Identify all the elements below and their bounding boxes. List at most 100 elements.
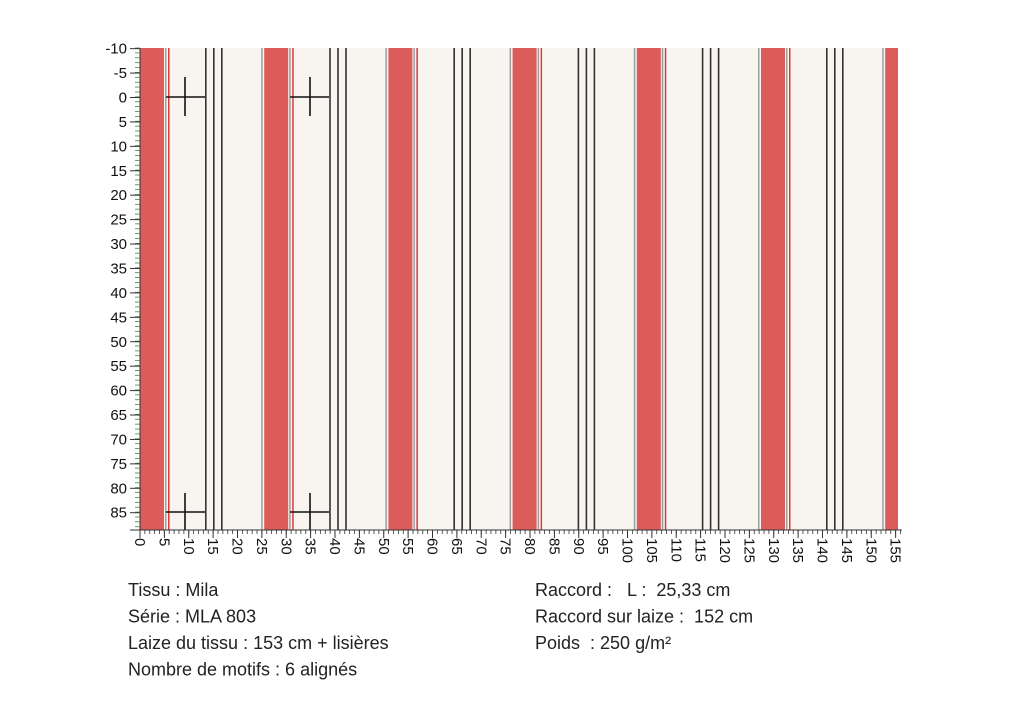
ruler-label: 85 xyxy=(545,538,562,555)
info-line: Série : MLA 803 xyxy=(128,607,256,627)
ruler-label: 40 xyxy=(326,538,343,555)
grey-line xyxy=(633,48,636,530)
info-line: Tissu : Mila xyxy=(128,580,219,600)
black-line xyxy=(826,48,828,530)
ruler-label: 75 xyxy=(110,456,127,473)
black-line xyxy=(221,48,223,530)
ruler-label: 5 xyxy=(119,114,127,131)
red-stripe xyxy=(264,48,289,530)
info-line: Laize du tissu : 153 cm + lisières xyxy=(128,633,389,653)
red-stripe xyxy=(885,48,898,530)
thin-red-line xyxy=(292,48,294,530)
thin-red-line xyxy=(416,48,418,530)
ruler-label: 140 xyxy=(814,538,831,563)
ruler-label: 20 xyxy=(229,538,246,555)
ruler-label: 10 xyxy=(180,538,197,555)
black-line xyxy=(469,48,471,530)
ruler-label: 30 xyxy=(110,236,127,253)
fabric-swatch xyxy=(140,48,898,530)
ruler-label: 95 xyxy=(594,538,611,555)
ruler-label: 5 xyxy=(155,538,172,546)
ruler-label: 150 xyxy=(862,538,879,563)
ruler-label: 60 xyxy=(424,538,441,555)
ruler-label: -5 xyxy=(114,65,127,82)
thin-red-line xyxy=(789,48,791,530)
grey-line xyxy=(413,48,415,530)
ruler-label: 10 xyxy=(110,138,127,155)
ruler-label: 30 xyxy=(277,538,294,555)
grey-line xyxy=(509,48,512,530)
black-line xyxy=(577,48,580,530)
ruler-label: -10 xyxy=(105,41,127,58)
grey-line xyxy=(289,48,291,530)
red-stripe xyxy=(388,48,413,530)
ruler-label: 130 xyxy=(765,538,782,563)
grey-line xyxy=(385,48,387,530)
ruler-label: 120 xyxy=(716,538,733,563)
ruler-label: 20 xyxy=(110,187,127,204)
grey-line xyxy=(261,48,263,530)
ruler-label: 70 xyxy=(472,538,489,555)
ruler-label: 145 xyxy=(838,538,855,563)
ruler-label: 25 xyxy=(110,212,127,229)
ruler-label: 70 xyxy=(110,431,127,448)
black-line xyxy=(461,48,463,530)
grey-line xyxy=(165,48,167,530)
grey-line xyxy=(758,48,760,530)
info-line: Raccord sur laize : 152 cm xyxy=(535,607,753,627)
red-stripe xyxy=(636,48,661,530)
ruler-label: 15 xyxy=(204,538,221,555)
info-line: Poids : 250 g/m² xyxy=(535,633,671,653)
ruler-label: 85 xyxy=(110,505,127,522)
ruler-label: 45 xyxy=(350,538,367,555)
black-line xyxy=(453,48,455,530)
info-line: Raccord : L : 25,33 cm xyxy=(535,580,730,600)
ruler-label: 15 xyxy=(110,163,127,180)
ruler-label: 105 xyxy=(643,538,660,563)
black-line xyxy=(329,48,331,530)
ruler-label: 45 xyxy=(110,309,127,326)
ruler-label: 55 xyxy=(399,538,416,555)
ruler-label: 60 xyxy=(110,383,127,400)
ruler-label: 50 xyxy=(110,334,127,351)
ruler-label: 75 xyxy=(497,538,514,555)
ruler-label: 135 xyxy=(789,538,806,563)
black-line xyxy=(834,48,836,530)
ruler-label: 90 xyxy=(570,538,587,555)
black-line xyxy=(701,48,704,530)
info-line: Nombre de motifs : 6 alignés xyxy=(128,660,357,680)
black-line xyxy=(717,48,720,530)
black-line xyxy=(345,48,347,530)
black-line xyxy=(842,48,844,530)
ruler-label: 50 xyxy=(375,538,392,555)
black-line xyxy=(593,48,596,530)
red-stripe xyxy=(761,48,785,530)
ruler-label: 55 xyxy=(110,358,127,375)
black-line xyxy=(205,48,207,530)
ruler-label: 80 xyxy=(110,480,127,497)
ruler-label: 35 xyxy=(302,538,319,555)
ruler-label: 25 xyxy=(253,538,270,555)
black-line xyxy=(337,48,339,530)
ruler-label: 40 xyxy=(110,285,127,302)
ruler-label: 155 xyxy=(887,538,904,563)
fabric-info: Tissu : Mila Série : MLA 803 Laize du tiss… xyxy=(128,580,753,680)
grey-line xyxy=(661,48,664,530)
ruler-label: 0 xyxy=(131,538,148,546)
red-stripe xyxy=(140,48,164,530)
thin-red-line xyxy=(664,48,667,530)
registration-marks xyxy=(166,77,329,530)
ruler-label: 80 xyxy=(521,538,538,555)
ruler-label: 65 xyxy=(110,407,127,424)
red-stripe xyxy=(512,48,537,530)
thin-red-line xyxy=(168,48,170,530)
black-line xyxy=(213,48,215,530)
ruler-label: 100 xyxy=(619,538,636,563)
rulers: -10-505101520253035404550556065707580850… xyxy=(105,41,903,563)
grey-line xyxy=(537,48,540,530)
thin-red-line xyxy=(540,48,543,530)
black-line xyxy=(585,48,588,530)
ruler-label: 35 xyxy=(110,260,127,277)
ruler-label: 125 xyxy=(740,538,757,563)
